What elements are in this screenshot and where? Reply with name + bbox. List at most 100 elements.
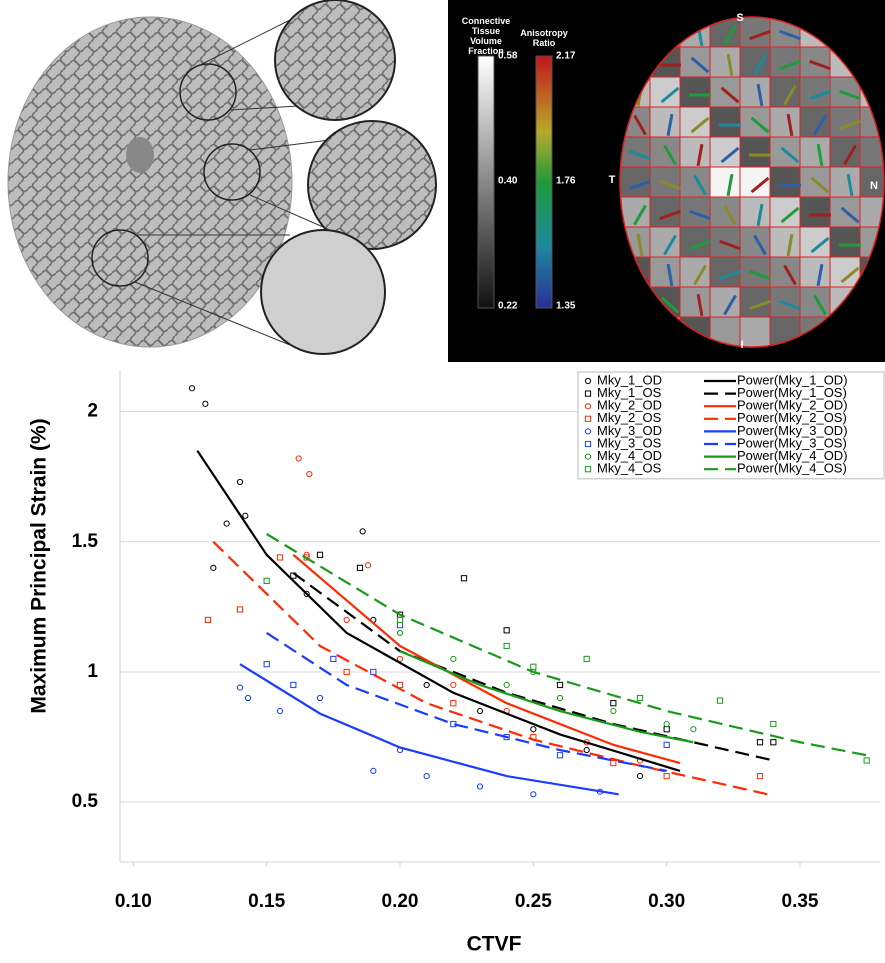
point <box>556 752 564 759</box>
point <box>556 694 564 702</box>
fit-line <box>212 541 769 796</box>
legend-label: Mky_3_OS <box>597 435 662 450</box>
point <box>423 772 430 780</box>
point <box>450 655 457 663</box>
map-cell <box>649 106 681 138</box>
map-arrow <box>696 143 704 167</box>
map-cell <box>769 166 801 198</box>
map-arrow <box>660 296 680 314</box>
point <box>450 700 457 707</box>
map-arrow <box>693 264 707 286</box>
point <box>364 562 372 569</box>
map-cell <box>799 136 831 168</box>
legend-label: Mky_4_OD <box>597 448 662 463</box>
map-arrow <box>719 239 741 251</box>
point <box>359 528 366 535</box>
point <box>263 577 270 584</box>
map-cell <box>709 166 741 198</box>
legend-label: Mky_4_OS <box>597 461 662 476</box>
map-cell <box>799 196 831 228</box>
orientation-label: S <box>736 12 743 24</box>
map-arrow <box>840 266 860 284</box>
map-arrow <box>723 204 737 226</box>
point <box>242 512 249 519</box>
point <box>423 681 430 689</box>
point <box>503 642 510 650</box>
map-arrow <box>666 113 674 137</box>
point <box>716 697 724 704</box>
x-tick-label: 0.35 <box>782 891 819 912</box>
tissue-render <box>7 0 437 355</box>
point <box>756 772 764 780</box>
map-arrow <box>779 59 801 71</box>
map-arrow <box>633 114 647 136</box>
map-arrow <box>690 56 710 74</box>
map-arrow <box>810 176 830 194</box>
map-arrow <box>843 144 857 166</box>
colorbar-tick-label: 2.17 <box>556 51 576 62</box>
point <box>210 564 217 571</box>
map-cell <box>739 76 771 108</box>
point <box>303 590 310 597</box>
point <box>556 681 564 689</box>
map-cell <box>799 256 831 288</box>
point <box>770 739 777 746</box>
map-cell <box>679 76 711 108</box>
orientation-label: I <box>740 339 743 351</box>
fit-line <box>239 663 619 796</box>
point <box>663 726 670 733</box>
point <box>330 655 337 663</box>
legend-label: Power(Mky_2_OS) <box>737 410 847 425</box>
fit-line <box>196 450 681 772</box>
y-tick-label: 0.5 <box>72 791 99 812</box>
map-arrow <box>749 269 771 281</box>
x-tick-label: 0.15 <box>248 891 285 912</box>
map-arrow <box>809 59 831 71</box>
point <box>370 668 377 676</box>
point <box>396 622 404 629</box>
map-arrow <box>693 174 707 196</box>
map-cell <box>739 196 771 228</box>
map-arrow <box>756 203 764 227</box>
map-arrow <box>816 143 824 167</box>
map-arrow <box>749 29 771 41</box>
x-axis-label: CTVF <box>467 933 522 956</box>
point <box>188 385 196 392</box>
point <box>276 554 284 561</box>
map-arrow <box>753 54 767 76</box>
map-cell <box>739 136 771 168</box>
fit-line <box>292 553 681 765</box>
point <box>583 655 590 663</box>
point <box>610 707 617 715</box>
point <box>202 400 209 407</box>
map-arrow <box>816 263 824 287</box>
point <box>663 720 670 728</box>
map-cell <box>769 106 801 138</box>
point <box>204 616 212 624</box>
colorbar-tick-label: 0.40 <box>498 176 518 187</box>
map-cell <box>709 106 741 138</box>
fit-line <box>266 631 667 772</box>
point <box>503 627 510 634</box>
point <box>343 668 350 676</box>
legend-label: Mky_1_OS <box>597 385 662 400</box>
y-tick-label: 1 <box>87 661 98 682</box>
map-arrow <box>753 234 767 256</box>
map-cell <box>649 256 681 288</box>
legend-label: Mky_2_OS <box>597 410 662 425</box>
map-arrow <box>750 116 770 134</box>
point <box>663 772 670 780</box>
map-arrow <box>696 293 704 317</box>
legend-marker <box>584 440 592 448</box>
map-arrow <box>659 179 681 191</box>
point <box>263 661 270 668</box>
map-arrow <box>690 116 710 134</box>
map-arrow <box>636 233 644 257</box>
legend-label: Mky_3_OD <box>597 423 662 438</box>
point <box>290 681 297 689</box>
point <box>316 551 324 558</box>
legend-label: Power(Mky_4_OS) <box>737 461 847 476</box>
map-arrow <box>786 233 794 257</box>
point <box>863 757 870 764</box>
